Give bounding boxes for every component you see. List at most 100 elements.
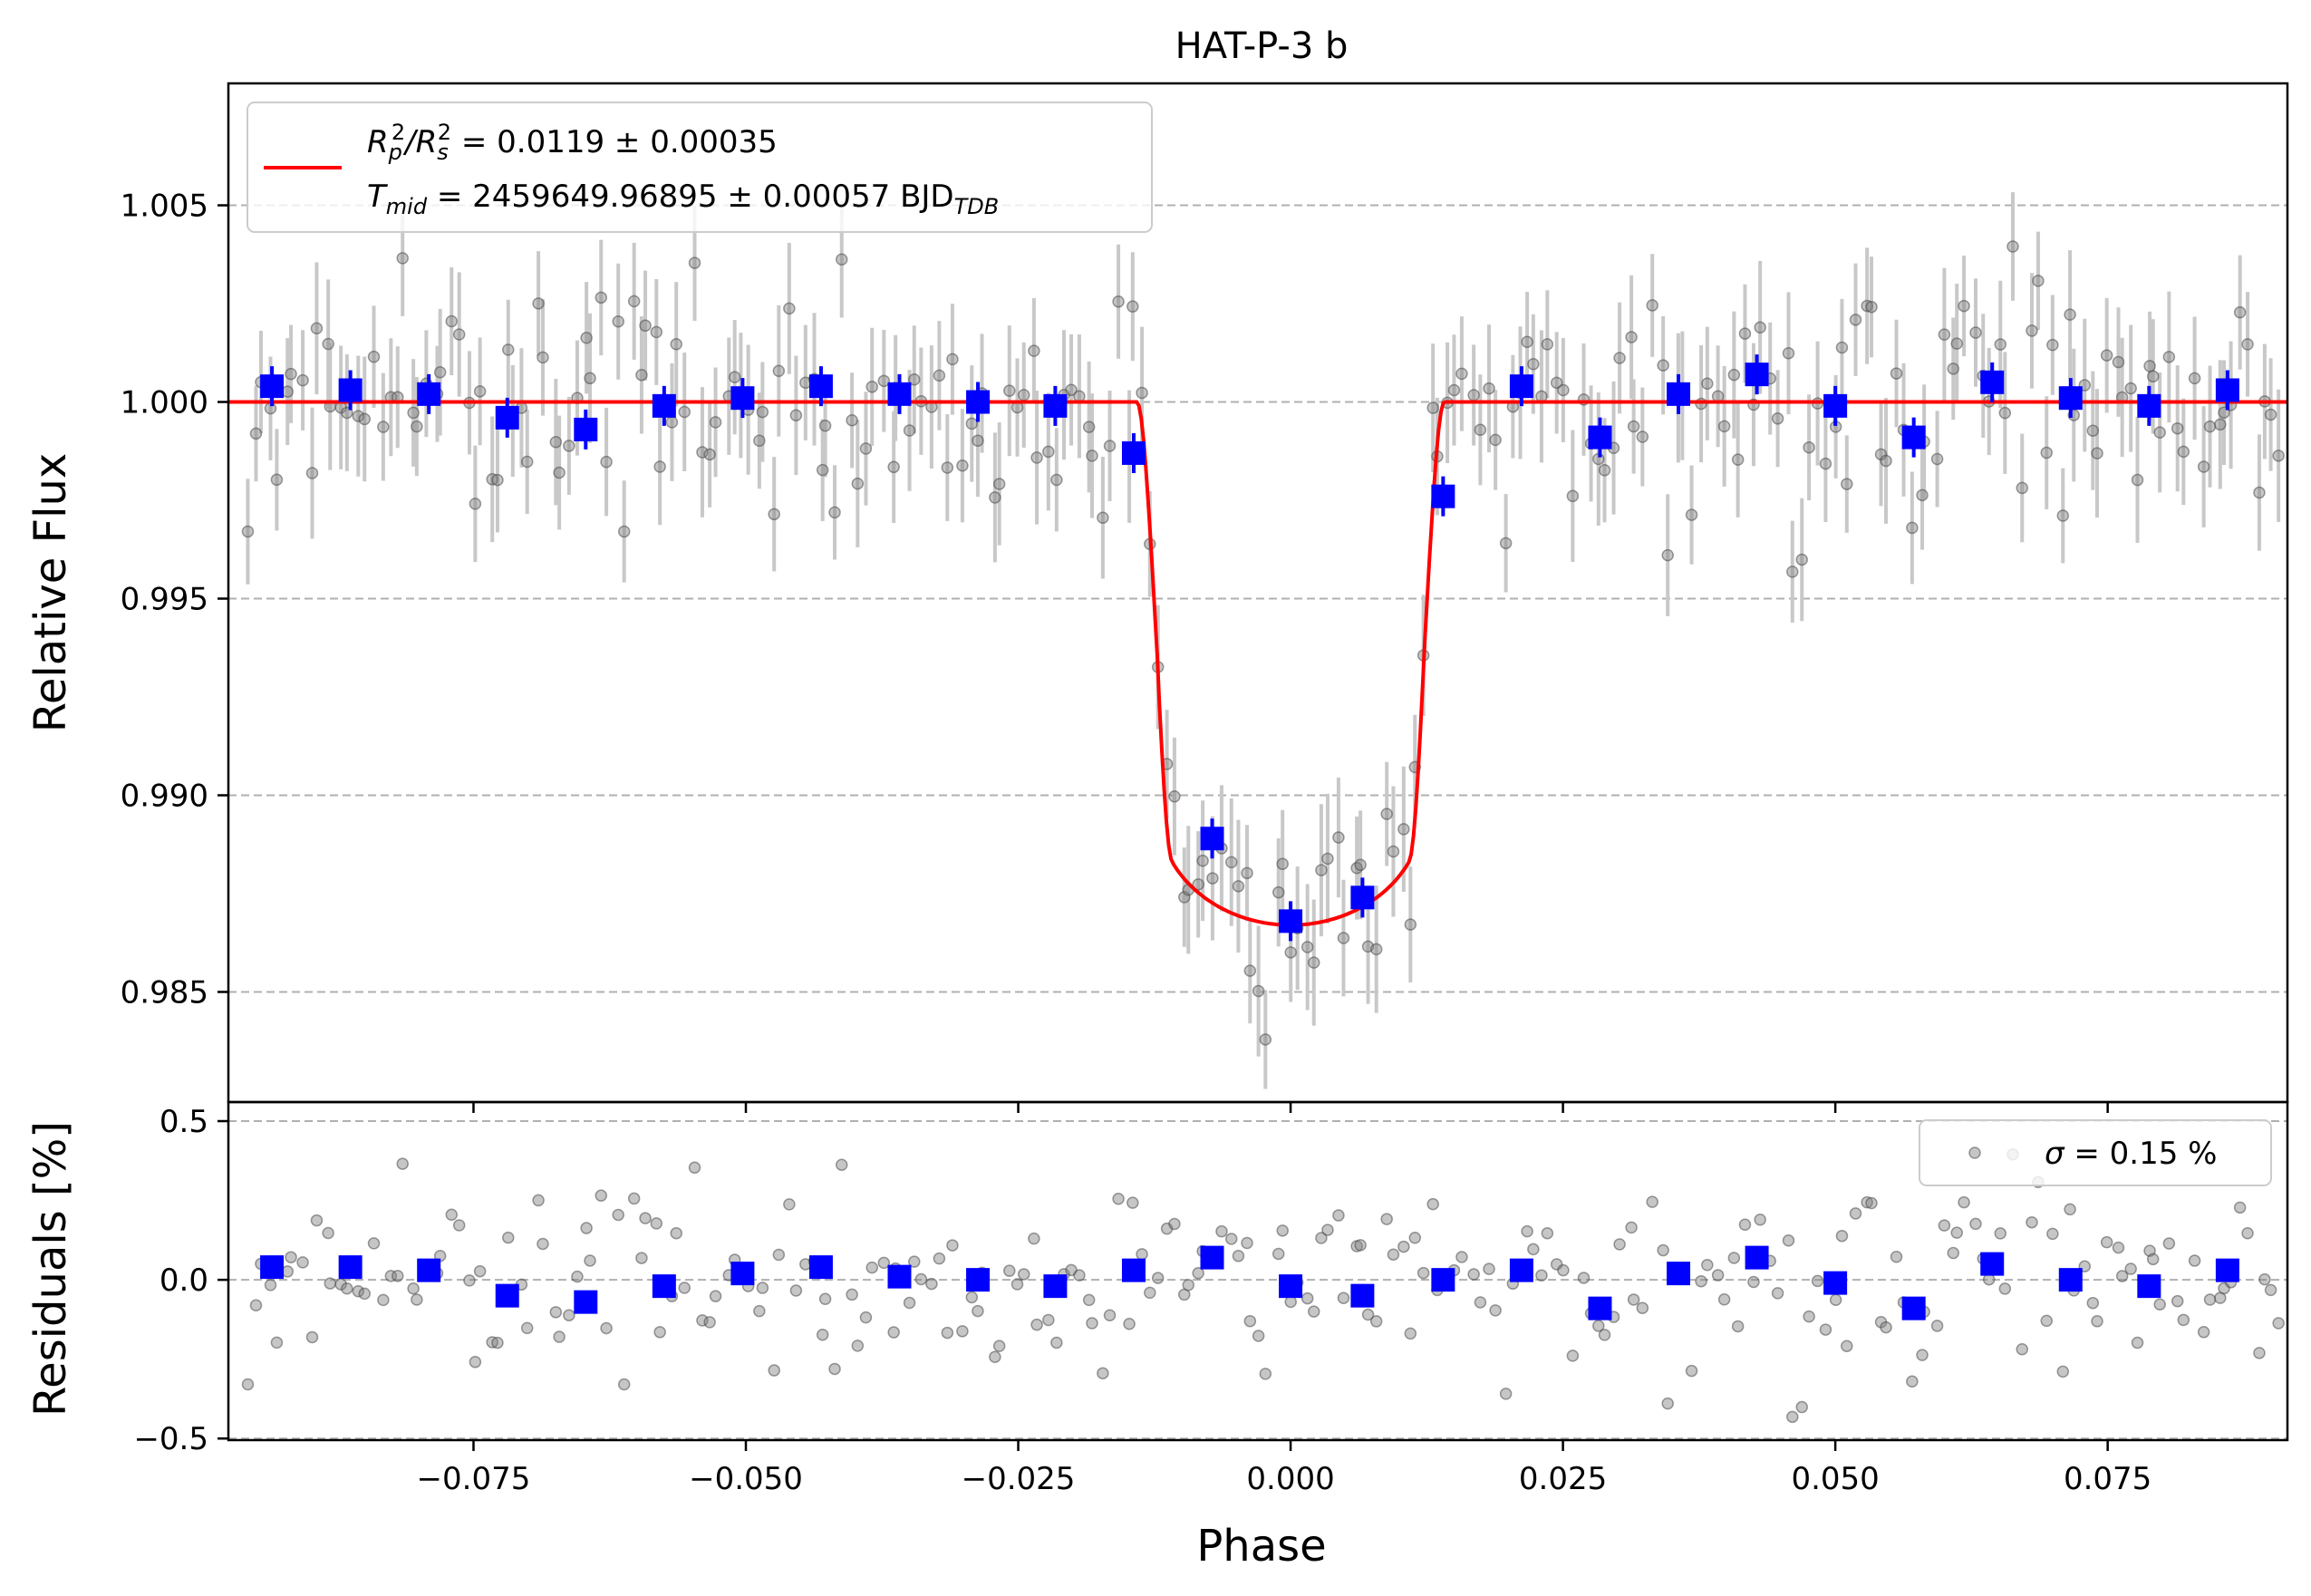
raw-point	[772, 364, 786, 378]
residual-point	[411, 1293, 423, 1306]
raw-point	[2188, 372, 2201, 385]
x-tick-label: 0.025	[1519, 1461, 1607, 1497]
residual-point	[1050, 1336, 1063, 1349]
residual-binned-point	[1279, 1274, 1303, 1299]
residual-point	[1557, 1263, 1570, 1277]
residual-point	[264, 1279, 277, 1291]
residual-point	[502, 1231, 515, 1244]
residual-point	[1521, 1224, 1533, 1238]
raw-point	[1835, 341, 1849, 354]
residual-point	[2153, 1298, 2166, 1311]
residual-point	[1252, 1330, 1265, 1342]
raw-point	[1521, 335, 1533, 348]
raw-point	[753, 434, 766, 448]
residual-point	[1332, 1209, 1345, 1222]
residual-point	[1010, 1278, 1024, 1291]
residual-point	[612, 1208, 624, 1222]
residual-point	[1103, 1309, 1117, 1322]
residual-point	[1849, 1207, 1862, 1220]
raw-point	[2124, 382, 2137, 395]
raw-point	[1447, 383, 1461, 397]
main-raw-points	[241, 240, 2285, 1046]
binned-point	[652, 393, 676, 418]
residual-point	[2258, 1272, 2271, 1286]
raw-point	[2143, 360, 2156, 372]
raw-point	[1168, 790, 1181, 803]
raw-point	[1685, 508, 1698, 521]
residual-point	[688, 1161, 701, 1175]
residual-point	[270, 1336, 284, 1349]
residual-point	[1417, 1266, 1430, 1280]
residual-point	[549, 1306, 563, 1319]
raw-point	[1301, 941, 1314, 953]
residual-point	[1455, 1251, 1468, 1263]
raw-point	[1272, 885, 1285, 899]
residual-point	[1243, 1314, 1257, 1328]
raw-point	[2091, 447, 2103, 459]
raw-point	[1916, 488, 1929, 502]
residual-point	[2171, 1294, 2184, 1308]
residual-point	[639, 1212, 652, 1224]
raw-point	[2171, 421, 2184, 435]
raw-point	[1890, 367, 1903, 380]
residual-point	[1337, 1291, 1350, 1304]
raw-point	[1803, 440, 1815, 454]
residual-point	[1086, 1317, 1098, 1330]
raw-point	[2131, 473, 2144, 487]
residual-point	[946, 1239, 959, 1252]
residual-point	[1598, 1329, 1611, 1341]
residual-point	[1082, 1293, 1096, 1307]
raw-point	[2026, 324, 2038, 337]
residual-point	[965, 1291, 979, 1304]
raw-point	[1711, 390, 1725, 402]
residual-point	[1241, 1236, 1253, 1250]
residual-binned-point	[260, 1255, 285, 1280]
raw-point	[1042, 445, 1055, 459]
raw-point	[2086, 424, 2100, 437]
raw-point	[851, 477, 865, 490]
residual-point	[2197, 1326, 2210, 1339]
residual-binned-point	[2215, 1258, 2239, 1282]
residual-point	[520, 1321, 534, 1335]
residual-point	[1315, 1232, 1328, 1244]
raw-point	[818, 419, 832, 432]
residual-point	[1731, 1320, 1745, 1333]
raw-point	[433, 366, 447, 379]
raw-point	[2100, 349, 2113, 362]
legend-mid-time: Tmid = 2459649.96895 ± 0.00057 BJDTDB	[367, 179, 999, 219]
raw-point	[1754, 321, 1766, 334]
residual-point	[859, 1311, 873, 1324]
raw-point	[768, 508, 780, 521]
residual-binned-point	[1667, 1262, 1691, 1286]
raw-point	[1030, 451, 1043, 464]
raw-point	[972, 434, 984, 447]
residual-point	[595, 1189, 608, 1202]
raw-point	[520, 455, 534, 469]
residual-binned-point	[1901, 1296, 1926, 1320]
residual-point	[2112, 1241, 2125, 1254]
residual-point	[1017, 1268, 1030, 1281]
raw-point	[1950, 337, 1963, 350]
residual-point	[1307, 1305, 1320, 1318]
raw-point	[1284, 946, 1297, 959]
main-errorbars	[246, 192, 2281, 1089]
residual-point	[305, 1330, 319, 1344]
raw-point	[491, 473, 504, 487]
raw-point	[1259, 1033, 1272, 1046]
residual-point	[1284, 1295, 1297, 1309]
raw-point	[1397, 823, 1410, 836]
residual-point	[2115, 1270, 2129, 1282]
residual-point	[678, 1282, 691, 1294]
raw-point	[241, 525, 255, 538]
raw-point	[1938, 328, 1951, 341]
residual-point	[1786, 1410, 1799, 1424]
residual-point	[1126, 1196, 1139, 1209]
residual-point	[1272, 1247, 1285, 1261]
residual-point	[1527, 1243, 1540, 1256]
residual-binned-point	[1043, 1274, 1068, 1299]
raw-point	[537, 351, 549, 364]
residual-point	[1930, 1320, 1944, 1332]
residual-point	[1835, 1229, 1849, 1243]
raw-point	[1613, 352, 1626, 364]
residual-point	[367, 1237, 381, 1250]
